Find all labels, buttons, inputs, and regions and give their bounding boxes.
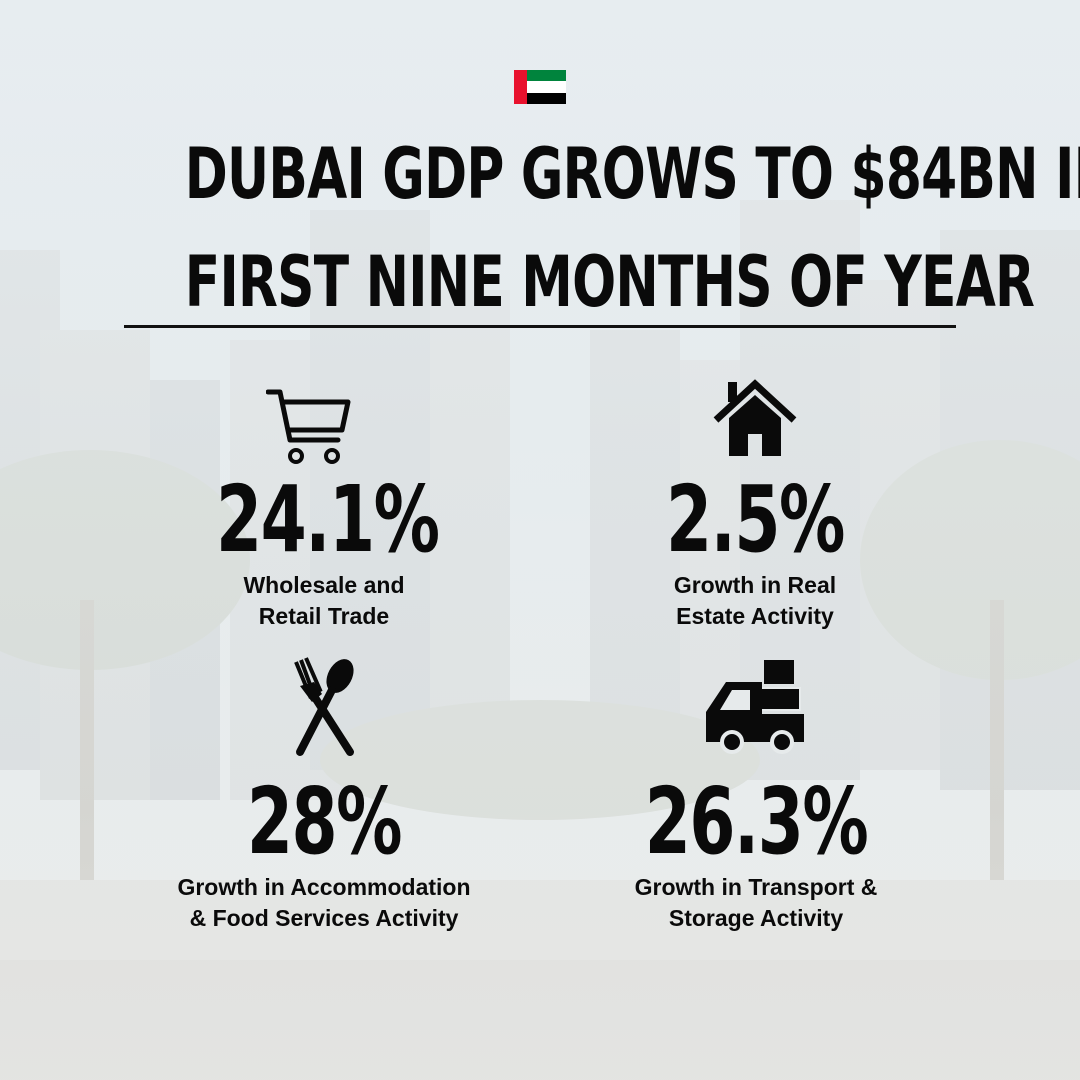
- stat-value: 24.1%: [216, 466, 440, 573]
- stat-value: 28%: [246, 768, 403, 875]
- flag-red-band: [514, 70, 527, 104]
- stat-label-line-2: Storage Activity: [668, 905, 844, 931]
- stat-label-line-2: Estate Activity: [676, 603, 834, 629]
- stat-label-line-2: Retail Trade: [258, 603, 390, 629]
- stat-transport-storage: 26.3% Growth in Transport & Storage Acti…: [576, 776, 936, 934]
- fork-spoon-icon: [294, 657, 354, 756]
- headline-divider: [124, 325, 956, 328]
- stat-label-line-1: Growth in Transport &: [634, 874, 878, 900]
- stat-label-line-1: Growth in Accommodation: [177, 874, 471, 900]
- stat-label-line-1: Growth in Real: [673, 572, 837, 598]
- house-icon: [713, 379, 797, 456]
- stat-value: 26.3%: [644, 768, 869, 875]
- stat-wholesale-retail: 24.1% Wholesale and Retail Trade: [174, 474, 474, 632]
- flag-white-band: [527, 81, 566, 93]
- stat-label: Growth in Transport & Storage Activity: [576, 872, 936, 934]
- flag-black-band: [527, 93, 566, 104]
- flag-green-band: [527, 70, 566, 81]
- stat-label-line-2: & Food Services Activity: [189, 905, 459, 931]
- uae-flag-icon: [514, 70, 566, 104]
- stat-real-estate: 2.5% Growth in Real Estate Activity: [605, 474, 905, 632]
- stat-accommodation-food: 28% Growth in Accommodation & Food Servi…: [144, 776, 504, 934]
- headline-line-2: FIRST NINE MONTHS OF YEAR: [184, 241, 1035, 323]
- stat-label: Wholesale and Retail Trade: [174, 570, 474, 632]
- delivery-truck-icon: [706, 660, 804, 754]
- headline-line-1: DUBAI GDP GROWS TO $84BN IN: [184, 133, 1080, 215]
- stat-value: 2.5%: [666, 466, 845, 573]
- stat-label: Growth in Real Estate Activity: [605, 570, 905, 632]
- shopping-cart-icon: [266, 389, 351, 464]
- stat-label: Growth in Accommodation & Food Services …: [144, 872, 504, 934]
- stat-label-line-1: Wholesale and: [243, 572, 405, 598]
- headline: DUBAI GDP GROWS TO $84BN IN FIRST NINE M…: [60, 120, 1080, 336]
